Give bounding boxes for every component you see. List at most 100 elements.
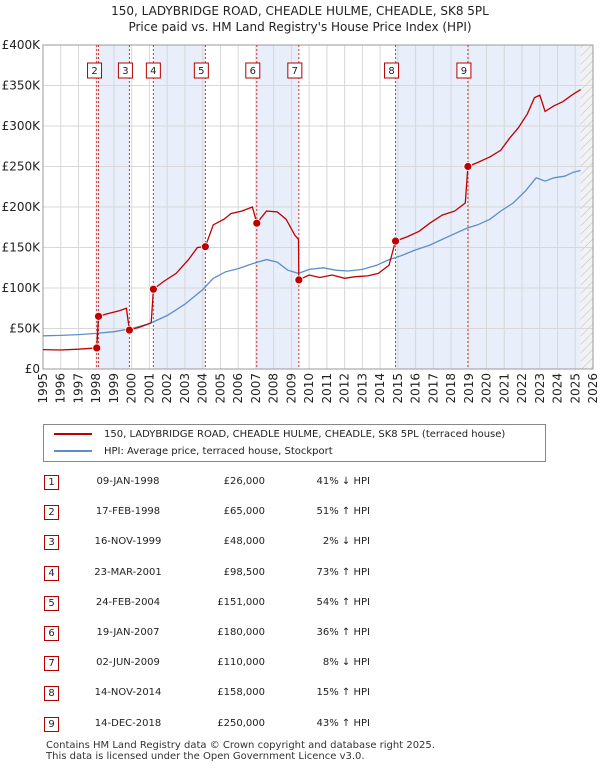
- y-tick-label: £300K: [2, 119, 42, 133]
- sale-date: 19-JAN-2007: [96, 626, 160, 638]
- sale-date: 09-JAN-1998: [96, 476, 160, 487]
- marker-box-label-6: 6: [250, 66, 256, 77]
- sale-price: £180,000: [217, 626, 265, 638]
- x-tick-label: 2001: [142, 373, 156, 404]
- sale-point-5: [200, 242, 210, 252]
- plot-border: [42, 44, 594, 370]
- x-tick-label: 2004: [196, 373, 210, 404]
- footer-copyright: Contains HM Land Registry data © Crown c…: [46, 740, 435, 751]
- chart-subtitle: Price paid vs. HM Land Registry's House …: [128, 20, 471, 34]
- sale-point-9: [463, 162, 473, 171]
- sale-date: 23-MAR-2001: [94, 566, 162, 578]
- marker-box-8: [384, 62, 400, 79]
- sale-number: 9: [44, 716, 59, 732]
- legend-swatch-property: [54, 433, 92, 435]
- sale-point-1: [92, 343, 102, 353]
- sale-price: £98,500: [223, 566, 265, 578]
- sale-number: 6: [44, 625, 59, 641]
- sale-point-7: [294, 275, 304, 285]
- sale-price: £65,000: [223, 506, 265, 518]
- sale-hpi-change: 8% ↓ HPI: [322, 657, 370, 669]
- sale-hpi-change: 43% ↑ HPI: [316, 717, 370, 729]
- marker-box-label-5: 5: [198, 66, 204, 77]
- sale-date: 14-NOV-2014: [94, 687, 162, 699]
- legend-item-property: 150, LADYBRIDGE ROAD, CHEADLE HULME, CHE…: [54, 427, 505, 443]
- sale-number: 7: [44, 656, 59, 672]
- x-tick-label: 2013: [355, 373, 369, 404]
- marker-box-label-4: 4: [150, 66, 156, 77]
- x-tick-label: 1995: [36, 373, 50, 404]
- x-tick-label: 2000: [125, 373, 139, 404]
- y-tick-label: £350K: [2, 79, 42, 93]
- sale-date: 14-DEC-2018: [94, 717, 162, 729]
- x-tick-label: 2016: [409, 373, 423, 404]
- marker-box-label-7: 7: [292, 66, 298, 77]
- x-tick-label: 2014: [373, 373, 387, 404]
- sale-row: 1 09-JAN-1998 £26,000 41% ↓ HPI: [43, 468, 563, 498]
- marker-box-2: [87, 62, 103, 79]
- x-tick-label: 2025: [568, 373, 582, 404]
- marker-box-label-3: 3: [122, 66, 128, 77]
- x-tick-label: 2017: [426, 373, 440, 404]
- sale-price: £110,000: [217, 657, 265, 669]
- x-tick-label: 2009: [284, 373, 298, 404]
- x-tick-label: 2018: [444, 373, 458, 404]
- x-tick-label: 2005: [213, 373, 227, 404]
- sale-number: 8: [44, 686, 59, 702]
- sale-point-2: [94, 311, 103, 321]
- x-tick-label: 2024: [551, 373, 565, 404]
- x-tick-label: 2003: [178, 373, 192, 404]
- marker-box-4: [145, 62, 161, 79]
- y-tick-label: £200K: [2, 200, 42, 214]
- sale-point-8: [391, 236, 400, 246]
- price-chart: 150, LADYBRIDGE ROAD, CHEADLE HULME, CHE…: [2, 4, 600, 404]
- footer-licence: This data is licensed under the Open Gov…: [46, 751, 365, 762]
- sale-hpi-change: 41% ↓ HPI: [316, 476, 370, 487]
- marker-box-5: [193, 62, 209, 79]
- sale-number: 4: [44, 565, 59, 581]
- y-tick-label: £150K: [2, 241, 42, 255]
- sale-row: 5 24-FEB-2004 £151,000 54% ↑ HPI: [43, 589, 563, 619]
- x-tick-label: 2006: [231, 373, 245, 404]
- x-tick-label: 2008: [267, 373, 281, 404]
- x-tick-label: 2012: [338, 373, 352, 404]
- sale-hpi-change: 51% ↑ HPI: [316, 506, 370, 518]
- sale-price: £48,000: [223, 536, 265, 548]
- y-tick-label: £400K: [2, 38, 42, 52]
- sale-price: £158,000: [217, 687, 265, 699]
- x-tick-label: 2007: [249, 373, 263, 404]
- chart-legend: 150, LADYBRIDGE ROAD, CHEADLE HULME, CHE…: [43, 424, 546, 462]
- x-tick-label: 1997: [71, 373, 85, 404]
- sale-price: £26,000: [223, 476, 265, 487]
- x-tick-label: 1996: [54, 373, 68, 404]
- marker-box-label-8: 8: [388, 66, 394, 77]
- sale-number: 1: [44, 475, 59, 490]
- x-tick-label: 2023: [533, 373, 547, 404]
- sale-number: 2: [44, 505, 59, 521]
- marker-box-3: [117, 62, 133, 79]
- sale-row: 3 16-NOV-1999 £48,000 2% ↓ HPI: [43, 528, 563, 558]
- x-tick-label: 2015: [391, 373, 405, 404]
- sale-number: 3: [44, 535, 59, 551]
- x-tick-label: 2021: [497, 373, 511, 404]
- sale-point-4: [148, 284, 158, 294]
- sale-row: 4 23-MAR-2001 £98,500 73% ↑ HPI: [43, 559, 563, 589]
- legend-item-hpi: HPI: Average price, terraced house, Stoc…: [54, 444, 333, 460]
- marker-box-label-2: 2: [91, 66, 97, 77]
- y-tick-label: £100K: [2, 281, 42, 295]
- sales-table: 1 09-JAN-1998 £26,000 41% ↓ HPI 2 17-FEB-1998…: [43, 468, 563, 740]
- sale-date: 24-FEB-2004: [95, 596, 161, 608]
- marker-box-label-9: 9: [461, 66, 467, 77]
- x-tick-label: 2020: [480, 373, 494, 404]
- sale-row: 8 14-NOV-2014 £158,000 15% ↑ HPI: [43, 679, 563, 709]
- x-tick-label: 1999: [107, 373, 121, 404]
- x-tick-label: 2011: [320, 373, 334, 404]
- x-tick-label: 2019: [462, 373, 476, 404]
- sale-point-6: [252, 218, 262, 228]
- sale-number: 5: [44, 595, 59, 611]
- sale-hpi-change: 73% ↑ HPI: [316, 566, 370, 578]
- x-tick-label: 2026: [586, 373, 600, 404]
- sale-row: 9 14-DEC-2018 £250,000 43% ↑ HPI: [43, 710, 563, 740]
- sale-date: 02-JUN-2009: [96, 657, 160, 669]
- y-tick-label: £250K: [2, 160, 42, 174]
